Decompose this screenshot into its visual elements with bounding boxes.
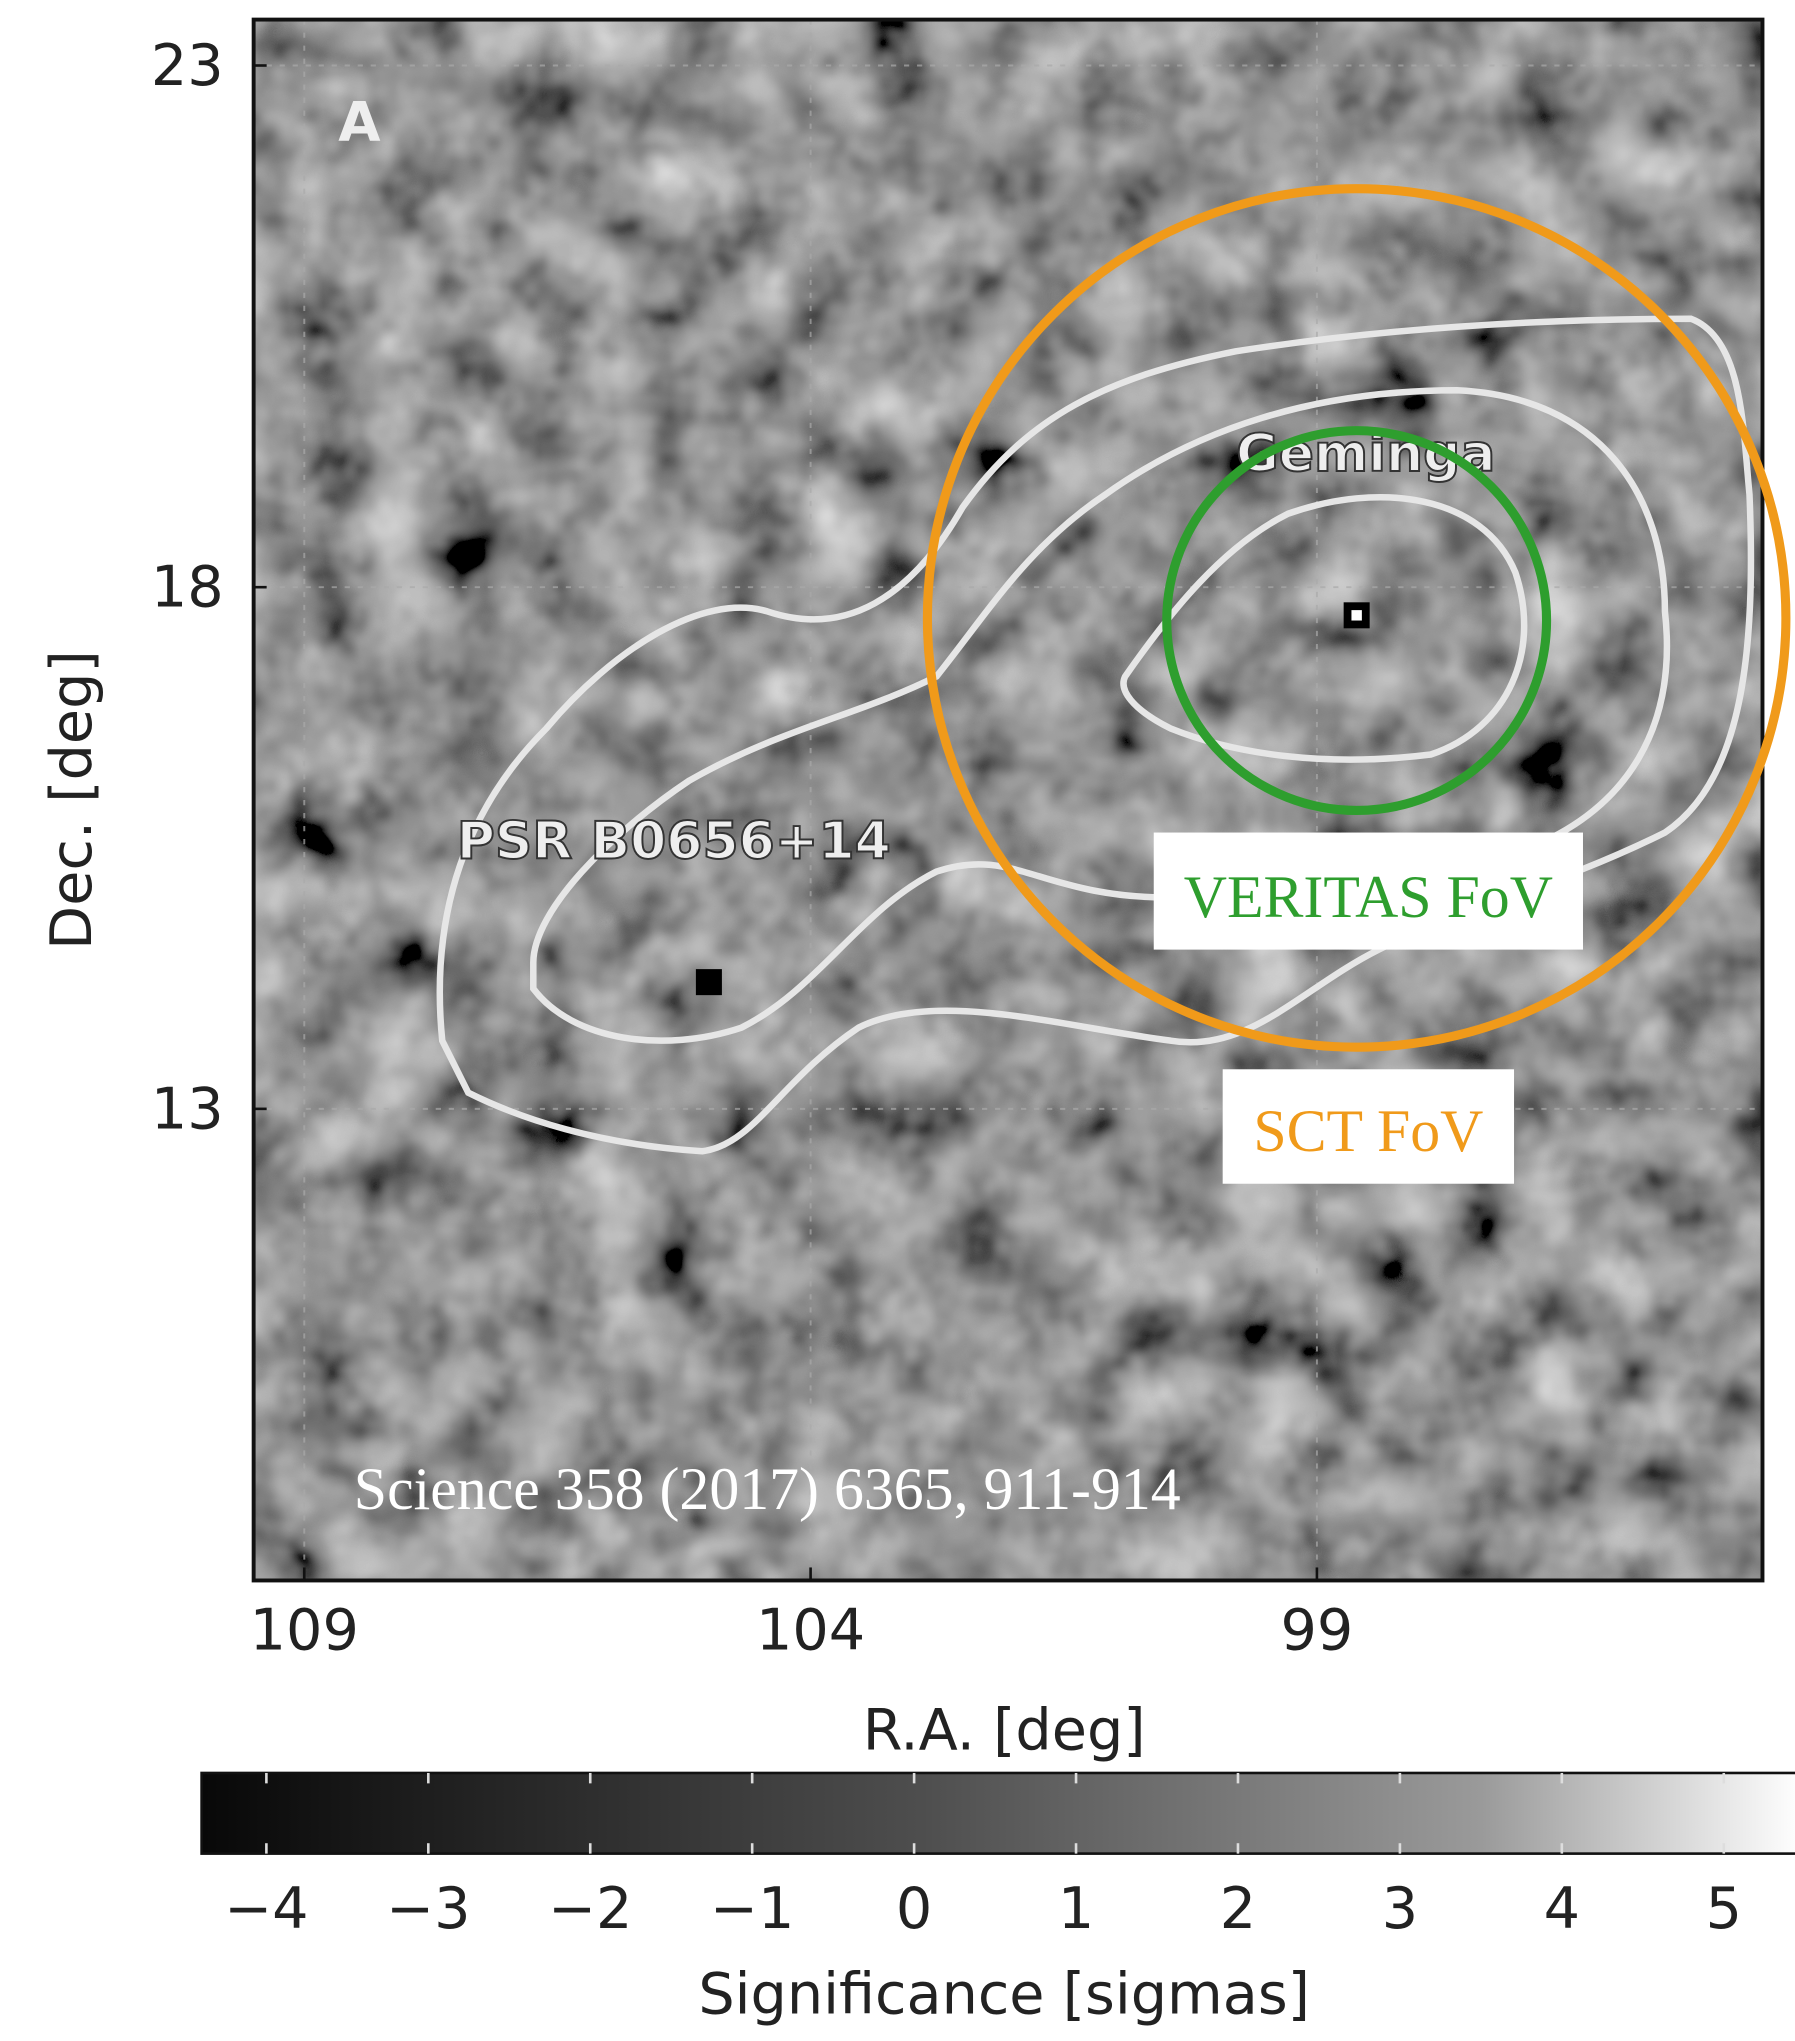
colorbar-tick-label: 1 (1058, 1876, 1094, 1942)
map: Geminga PSR B0656+14 A Science 358 (2017… (254, 20, 1763, 1581)
source-label: PSR B0656+14 (457, 812, 891, 872)
citation: Science 358 (2017) 6365, 911-914 (354, 1456, 1181, 1522)
x-tick-label: 104 (756, 1597, 865, 1663)
chart: Geminga PSR B0656+14 A Science 358 (2017… (0, 0, 1795, 2041)
colorbar-tick-label: −3 (386, 1876, 470, 1942)
colorbar-tick-label: 3 (1382, 1876, 1418, 1942)
x-tick-label: 99 (1281, 1597, 1354, 1663)
panel-label: A (338, 90, 381, 154)
colorbar (202, 1773, 1795, 1854)
y-tick-label: 18 (151, 555, 224, 621)
fov-label: SCT FoV (1253, 1098, 1483, 1164)
map-image (254, 20, 1763, 1581)
colorbar-tick-label: 5 (1706, 1876, 1742, 1942)
colorbar-tick-label: −2 (548, 1876, 632, 1942)
colorbar-tick-label: 2 (1220, 1876, 1256, 1942)
y-axis-label: Dec. [deg] (39, 650, 105, 950)
colorbar-tick-label: −4 (224, 1876, 308, 1942)
source-marker (696, 969, 722, 995)
colorbar-tick-label: −1 (710, 1876, 794, 1942)
x-axis-label: R.A. [deg] (863, 1698, 1146, 1764)
y-tick-label: 23 (151, 33, 224, 99)
colorbar-label: Significance [sigmas] (698, 1962, 1310, 2028)
colorbar-tick-label: 4 (1544, 1876, 1580, 1942)
y-tick-label: 13 (151, 1076, 224, 1142)
colorbar-tick-label: 0 (896, 1876, 932, 1942)
fov-label: VERITAS FoV (1184, 864, 1553, 930)
source-marker (1351, 610, 1361, 620)
x-tick-label: 109 (250, 1597, 359, 1663)
